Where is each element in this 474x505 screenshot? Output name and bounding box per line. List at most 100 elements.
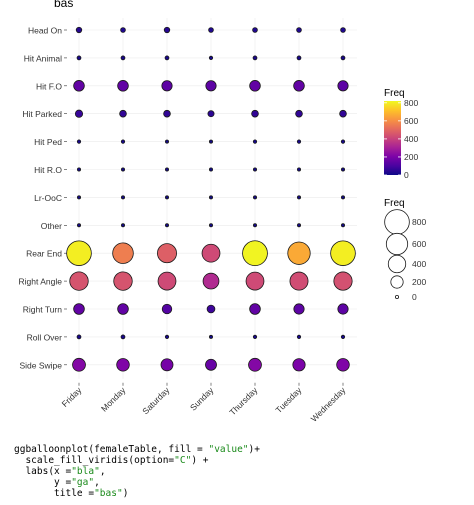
y-tick-label: Right Angle <box>19 277 63 287</box>
bubble <box>333 271 353 291</box>
bubble <box>120 27 126 33</box>
size-legend-title: Freq <box>384 198 405 209</box>
size-legend-tick-label: 600 <box>412 239 426 249</box>
bubble <box>160 358 174 372</box>
bubble <box>76 334 82 340</box>
bubble <box>161 303 173 315</box>
y-tick-label: Roll Over <box>27 332 63 342</box>
bubble <box>157 243 177 264</box>
x-tick-label: Sunday <box>188 385 216 413</box>
size-legend-key <box>390 275 404 289</box>
y-tick-label: Hit F.O <box>36 81 62 91</box>
y-tick-label: Side Swipe <box>19 360 62 370</box>
bubble <box>208 195 213 200</box>
bubble <box>296 27 302 33</box>
bubble <box>340 27 346 33</box>
y-tick-label: Rear End <box>26 249 62 259</box>
bubble <box>112 242 134 264</box>
bubble <box>296 223 301 228</box>
bubble <box>121 167 126 172</box>
bubble <box>77 195 82 200</box>
bubble <box>164 139 169 144</box>
x-tick-label: Saturday <box>140 385 172 417</box>
bubble <box>117 80 129 92</box>
bubble <box>120 55 126 61</box>
bubble <box>77 223 82 228</box>
bubble <box>293 303 305 315</box>
bubble <box>120 334 126 340</box>
bubble <box>121 223 126 228</box>
bubble <box>73 303 85 315</box>
bubble <box>340 167 345 172</box>
bubble <box>164 223 169 228</box>
bubble <box>66 240 92 266</box>
y-tick-label: Other <box>41 221 62 231</box>
bubble <box>252 139 258 144</box>
size-legend-tick-label: 200 <box>412 277 426 287</box>
size-legend-tick-label: 800 <box>412 217 426 227</box>
bubble <box>340 55 346 61</box>
bubble <box>113 271 133 291</box>
bubble <box>74 109 84 118</box>
x-tick-label: Wednesday <box>309 385 348 424</box>
bubble <box>72 357 86 372</box>
bubble <box>164 195 169 200</box>
balloon-plot: bas Head On Hit Animal Hit F.O Hit Parked Hi… <box>19 0 427 424</box>
bubble <box>202 272 220 290</box>
y-tick-label: Lr-OoC <box>34 193 62 203</box>
bubble <box>205 80 217 92</box>
bubble <box>164 55 170 61</box>
bubble <box>163 26 171 34</box>
bubble <box>207 110 215 118</box>
color-legend-bar <box>384 101 401 175</box>
bubble <box>252 167 257 172</box>
x-tick-label: Thursday <box>227 385 260 418</box>
bubble <box>76 55 82 61</box>
bubble <box>292 358 306 372</box>
bubble <box>249 303 261 315</box>
bubble <box>120 139 126 144</box>
color-legend-tick-label: 0 <box>404 170 409 180</box>
color-legend-tick-label: 600 <box>404 116 418 126</box>
bubble <box>330 240 356 266</box>
bubble <box>296 334 302 339</box>
size-legend-key <box>384 209 410 235</box>
bubble <box>296 55 302 61</box>
color-legend-title: Freq <box>384 88 405 99</box>
bubble <box>296 167 301 172</box>
r-code-block: ggballoonplot(femaleTable, fill = "value… <box>14 444 260 499</box>
bubble <box>208 334 213 339</box>
bubble <box>249 80 261 92</box>
y-tick-label: Hit Animal <box>24 53 62 63</box>
bubble <box>295 109 303 118</box>
bubble <box>76 139 82 144</box>
x-tick-label: Friday <box>60 385 84 409</box>
y-tick-label: Hit Ped <box>34 137 62 147</box>
size-legend-key <box>385 232 409 256</box>
chart-title: bas <box>54 0 73 10</box>
bubble <box>339 109 347 118</box>
color-legend-tick-label: 400 <box>404 134 418 144</box>
color-legend-tick-label: 200 <box>404 152 418 162</box>
bubble <box>289 271 309 291</box>
grid-lines <box>70 18 357 379</box>
size-legend-tick-label: 400 <box>412 259 426 269</box>
bubble <box>208 139 213 144</box>
bubble <box>208 167 213 172</box>
bubble <box>251 109 259 118</box>
bubble <box>252 27 258 33</box>
bubble <box>208 55 214 60</box>
bubble <box>119 109 127 118</box>
bubble <box>252 334 258 339</box>
bubble <box>287 241 311 265</box>
bubble <box>206 304 216 314</box>
bubble <box>205 358 217 371</box>
bubble <box>73 80 85 92</box>
bubble <box>201 243 221 263</box>
size-legend-tick-label: 0 <box>412 292 417 302</box>
y-tick-label: Head On <box>28 26 62 36</box>
y-tick-label: Hit R.O <box>34 165 62 175</box>
bubble <box>340 334 346 339</box>
bubble <box>340 223 345 228</box>
bubble <box>340 139 346 144</box>
